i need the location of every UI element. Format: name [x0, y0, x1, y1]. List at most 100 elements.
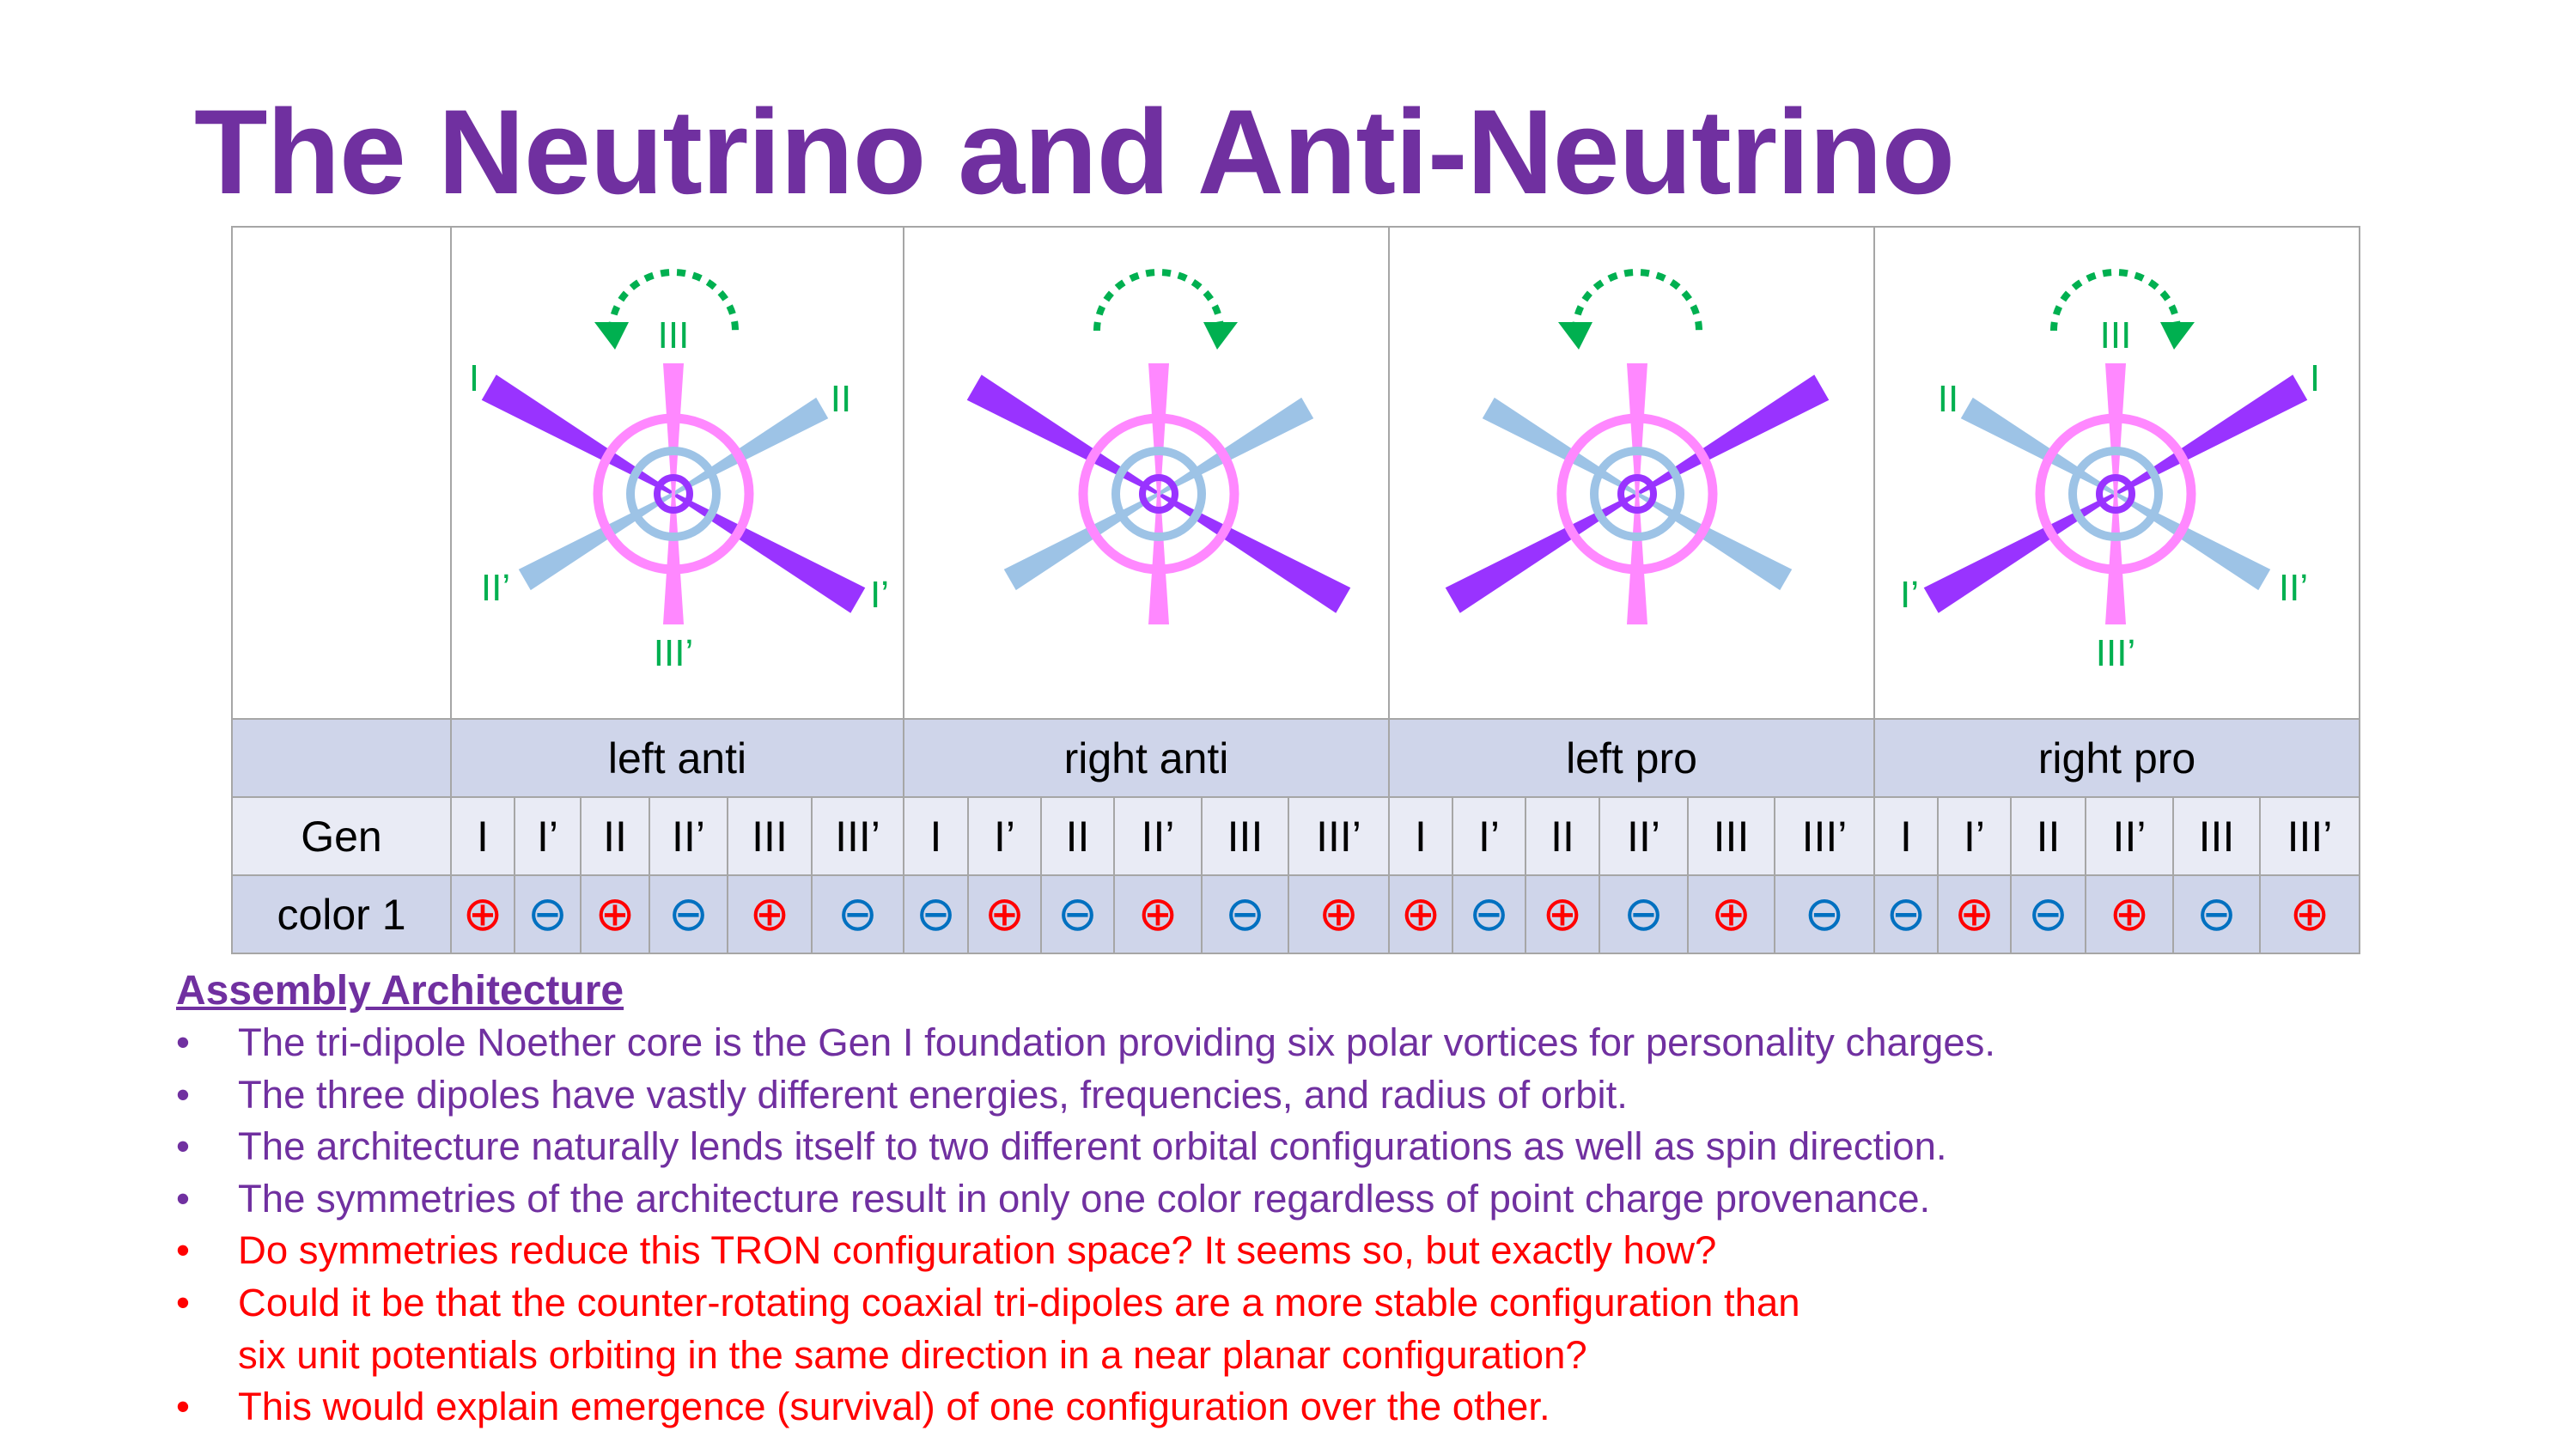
- dipole-I-spike: [1158, 492, 1351, 613]
- diagram-cell-1: [903, 226, 1390, 720]
- note-item: • The architecture naturally lends itself…: [176, 1121, 1995, 1173]
- plus-charge-cell-text: ⊕: [2289, 886, 2330, 942]
- dipole-I-spike: [1636, 374, 1830, 496]
- dipole-I-spike: [2115, 374, 2308, 496]
- gen-cell-text: I’: [1478, 812, 1500, 861]
- gen-label-cell: Gen: [231, 796, 452, 876]
- gen-cell-text: II: [2036, 812, 2061, 861]
- plus-charge-cell: ⊕: [1525, 874, 1600, 954]
- bullet-icon: •: [176, 1020, 190, 1064]
- gen-label-I: I: [2310, 357, 2320, 399]
- group-header-3-text: right pro: [2037, 734, 2196, 782]
- dipole-II-orbit: [1111, 447, 1206, 541]
- gen-cell-text: I: [1415, 812, 1427, 861]
- gen-cell: II’: [2085, 796, 2174, 876]
- counterclockwise-arrow-icon: [1558, 322, 1592, 350]
- minus-charge-cell: ⊖: [903, 874, 969, 954]
- gen-cell: III’: [1774, 796, 1875, 876]
- minus-charge-cell-text: ⊖: [1057, 886, 1098, 942]
- dipole-III-spike: [663, 494, 684, 624]
- bullet-icon: •: [176, 1280, 190, 1324]
- gen-cell-text: III’: [835, 812, 880, 861]
- gen-cell: III: [727, 796, 813, 876]
- dipole-I-spike: [966, 374, 1160, 496]
- plus-charge-cell: ⊕: [450, 874, 515, 954]
- gen-cell-text: I’: [1964, 812, 1985, 861]
- gen-cell-text: II’: [672, 812, 705, 861]
- minus-charge-cell-text: ⊖: [668, 886, 709, 942]
- plus-charge-cell-text: ⊕: [1400, 886, 1441, 942]
- dipole-I-orbit: [1139, 474, 1178, 514]
- gen-cell-text: II’: [1627, 812, 1660, 861]
- plus-charge-cell-text: ⊕: [1954, 886, 1994, 942]
- minus-charge-cell-text: ⊖: [1225, 886, 1265, 942]
- plus-charge-cell: ⊕: [1288, 874, 1390, 954]
- dipole-I-spike: [1445, 492, 1638, 613]
- gen-cell: I: [1388, 796, 1453, 876]
- minus-charge-cell: ⊖: [1452, 874, 1526, 954]
- plus-charge-cell: ⊕: [580, 874, 650, 954]
- plus-charge-cell: ⊕: [1113, 874, 1203, 954]
- dipole-III-spike: [663, 363, 684, 494]
- dipole-I-spike: [481, 374, 674, 496]
- minus-charge-cell: ⊖: [1599, 874, 1689, 954]
- group-header-1-text: right anti: [1063, 734, 1229, 782]
- gen-cell-text: III’: [2287, 812, 2333, 861]
- plus-charge-cell-text: ⊕: [1542, 886, 1583, 942]
- plus-charge-cell: ⊕: [1937, 874, 2012, 954]
- color-label-cell: color 1: [231, 874, 452, 954]
- gen-cell-text: I: [477, 812, 489, 861]
- gen-cell: I’: [1937, 796, 2012, 876]
- gen-label-III-prime: III’: [2096, 632, 2135, 674]
- group-header-3: right pro: [1873, 718, 2360, 798]
- minus-charge-cell-text: ⊖: [916, 886, 956, 942]
- gen-cell-text: II: [1550, 812, 1574, 861]
- gen-label-II-prime: II’: [2279, 567, 2308, 609]
- gen-label-I-prime: I’: [870, 574, 889, 616]
- dipole-III-orbit: [1078, 413, 1239, 575]
- note-text: This would explain emergence (survival) …: [238, 1385, 1550, 1429]
- plus-charge-cell: ⊕: [727, 874, 813, 954]
- gen-cell-text: III’: [1316, 812, 1361, 861]
- gen-cell: I’: [967, 796, 1042, 876]
- group-header-0-text: left anti: [607, 734, 747, 782]
- note-item: • The symmetries of the architecture resu…: [176, 1173, 1995, 1226]
- gen-cell-text: III’: [1801, 812, 1848, 861]
- gen-cell-text: I: [1900, 812, 1912, 861]
- gen-cell-text: I: [929, 812, 942, 861]
- dipole-I-spike: [673, 492, 866, 613]
- plus-charge-cell-text: ⊕: [1318, 886, 1359, 942]
- note-item: • The tri-dipole Noether core is the Gen …: [176, 1017, 1995, 1069]
- gen-cell: II: [1525, 796, 1600, 876]
- dipole-III-spike: [1148, 494, 1169, 624]
- gen-label-II: II: [1938, 378, 1958, 420]
- bullet-icon: •: [176, 1124, 190, 1169]
- plus-charge-cell-text: ⊕: [1711, 886, 1751, 942]
- gen-label-II: II: [831, 378, 851, 420]
- minus-charge-cell: ⊖: [811, 874, 904, 954]
- gen-cell: II: [1040, 796, 1115, 876]
- minus-charge-cell-text: ⊖: [2196, 886, 2237, 942]
- gen-cell-text: II: [1065, 812, 1090, 861]
- minus-charge-cell-text: ⊖: [1804, 886, 1845, 942]
- gen-cell: III: [2172, 796, 2261, 876]
- gen-cell-text: II’: [2112, 812, 2147, 861]
- plus-charge-cell-text: ⊕: [749, 886, 790, 942]
- gen-cell: I’: [514, 796, 582, 876]
- note-item: • Could it be that the counter-rotating c…: [176, 1277, 1995, 1381]
- minus-charge-cell: ⊖: [649, 874, 728, 954]
- bullet-icon: •: [176, 1385, 190, 1429]
- note-text: The architecture naturally lends itself …: [238, 1124, 1947, 1169]
- dipole-II-orbit: [626, 447, 721, 541]
- dipole-III-orbit: [593, 413, 754, 575]
- gen-cell-text: II: [603, 812, 627, 861]
- dipole-III-spike: [2105, 494, 2126, 624]
- group-header-2: left pro: [1388, 718, 1875, 798]
- gen-label-II-prime: II’: [481, 567, 510, 609]
- plus-charge-cell-text: ⊕: [462, 886, 503, 942]
- bullet-icon: •: [176, 1176, 190, 1221]
- gen-label-I: I: [469, 357, 479, 399]
- diagram-cell-0: [450, 226, 904, 720]
- notes-heading: Assembly Architecture: [176, 968, 624, 1014]
